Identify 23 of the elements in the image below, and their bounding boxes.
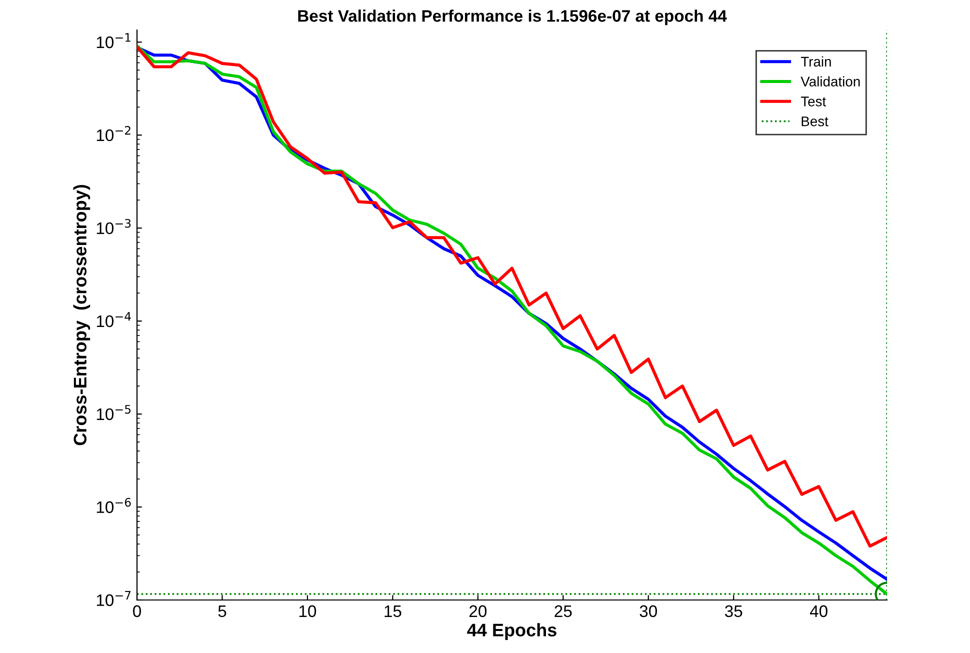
y-tick-label: 10$^{−4}$: [96, 312, 131, 328]
y-tick-label: 10$^{−1}$: [96, 33, 130, 48]
x-tick-label: 25: [554, 605, 572, 618]
x-tick-label: 15: [384, 605, 402, 618]
y-tick-label: 10$^{−7}$: [96, 591, 131, 606]
legend-label: Train: [800, 56, 831, 67]
chart-title: Best Validation Performance is 1.1596e-07 at epoch 44: [298, 10, 727, 26]
legend-label: Test: [800, 96, 826, 106]
y-axis-title: Cross-Entropy (crossentropy): [73, 184, 90, 446]
x-tick-label: 30: [640, 605, 657, 618]
legend-label: Validation: [800, 76, 860, 86]
y-tick-label: 10$^{−2}$: [96, 126, 130, 142]
x-tick-label: 5: [218, 605, 226, 618]
x-tick-label: 40: [810, 605, 828, 618]
x-tick-label: 20: [469, 605, 487, 618]
x-axis-title: 44 Epochs: [467, 623, 556, 640]
x-tick-label: 0: [133, 605, 141, 618]
x-tick-label: 10: [299, 605, 316, 618]
y-tick-label: 10$^{−3}$: [96, 218, 131, 234]
x-tick-label: 35: [724, 605, 742, 618]
y-tick-label: 10$^{−5}$: [96, 405, 131, 420]
y-tick-label: 10$^{−6}$: [96, 498, 131, 514]
legend-label: Best: [802, 116, 828, 126]
